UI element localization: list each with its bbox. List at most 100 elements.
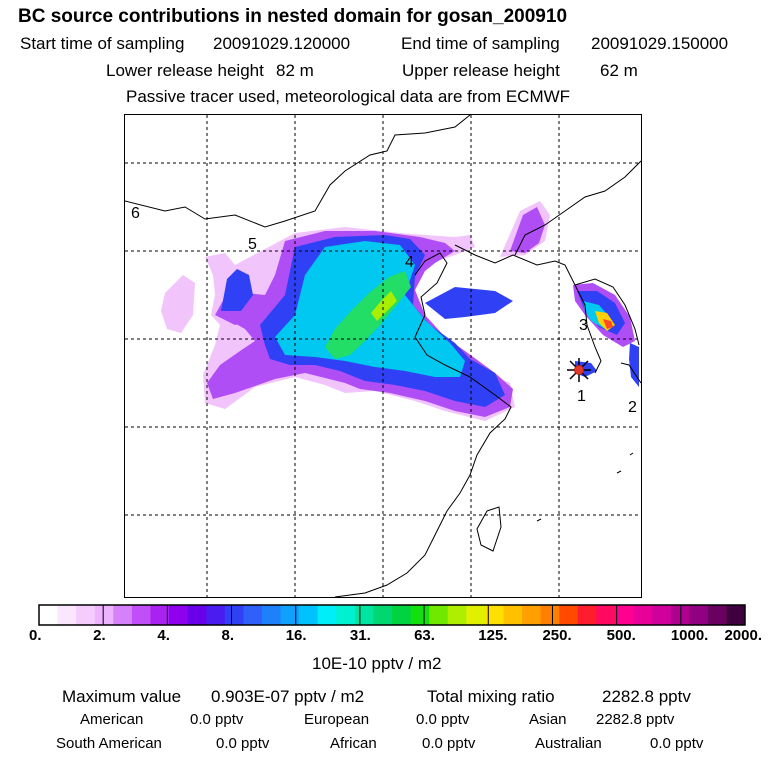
tracer-note: Passive tracer used, meteorological data… (126, 87, 571, 106)
region-name-asian: Asian (529, 711, 567, 728)
colorbar-swatch (261, 605, 282, 625)
coastline-taiwan (476, 506, 502, 552)
plume-east-strip (629, 343, 639, 387)
total-mixing-label: Total mixing ratio (427, 687, 555, 706)
colorbar-tick-label: 2. (93, 627, 106, 644)
coastlines (125, 115, 641, 597)
colorbar-swatch (113, 605, 133, 625)
colorbar-swatch (633, 605, 653, 625)
region-name-european: European (304, 711, 370, 728)
colorbar-tick-label: 31. (349, 627, 371, 644)
coastline-northeast (514, 160, 641, 256)
region-value-south-american: 0.0 pptv (216, 735, 270, 752)
colorbar (38, 604, 746, 626)
coastline-japan (620, 362, 641, 384)
upper-height-value: 62 m (600, 61, 638, 80)
colorbar-swatch (577, 605, 597, 625)
region-value-american: 0.0 pptv (190, 711, 244, 728)
colorbar-swatch (57, 605, 77, 625)
map-canvas: 1 2 3 4 5 6 (125, 115, 641, 597)
colorbar-swatch (243, 605, 263, 625)
plume-korea-core (603, 319, 613, 329)
coastline-korea-east (574, 278, 640, 346)
colorbar-swatch (689, 605, 709, 625)
max-value-label: Maximum value (62, 687, 182, 706)
colorbar-swatch (429, 605, 449, 625)
region-label-4: 4 (405, 254, 414, 271)
plume-mid-northeast (510, 207, 545, 253)
colorbar-swatch (726, 605, 746, 625)
colorbar-swatch (336, 605, 356, 625)
max-value: 0.903E-07 pptv / m2 (211, 687, 365, 706)
plume-left-lobe (161, 275, 195, 333)
region-value-european: 0.0 pptv (416, 711, 470, 728)
colorbar-swatch (466, 605, 486, 625)
colorbar-swatch (410, 605, 430, 625)
colorbar-tick-label: 4. (157, 627, 170, 644)
colorbar-swatch (317, 605, 337, 625)
lower-height-value: 82 m (276, 61, 314, 80)
colorbar-swatch (447, 605, 467, 625)
colorbar-swatch (39, 605, 59, 625)
colorbar-swatch (94, 605, 114, 625)
colorbar-swatch (670, 605, 690, 625)
coastline-china-korea (334, 252, 512, 597)
colorbar-tick-label: 125. (478, 627, 508, 644)
region-name-american: American (80, 711, 144, 728)
region-name-african: African (330, 735, 377, 752)
colorbar-swatch (76, 605, 96, 625)
colorbar-swatch (187, 605, 207, 625)
colorbar-tick-label: 0. (29, 627, 42, 644)
start-time-label: Start time of sampling (20, 34, 185, 53)
map-panel: 1 2 3 4 5 6 (124, 114, 642, 598)
colorbar-tick-label: 1000. (670, 627, 709, 644)
coastline-korea-west (574, 284, 602, 374)
plume-blue-left (221, 269, 253, 311)
receptor-star-marker (567, 358, 591, 382)
lower-height-label: Lower release height (106, 61, 264, 80)
colorbar-swatch (224, 605, 244, 625)
plot-title: BC source contributions in nested domain… (18, 6, 568, 27)
colorbar-swatch (392, 605, 412, 625)
colorbar-swatch (707, 605, 727, 625)
upper-height-label: Upper release height (402, 61, 560, 80)
colorbar-swatch (652, 605, 672, 625)
colorbar-swatch (559, 605, 579, 625)
region-value-australian: 0.0 pptv (650, 735, 704, 752)
colorbar-swatch (354, 605, 374, 625)
colorbar-swatch (299, 605, 319, 625)
total-mixing-value: 2282.8 pptv (602, 687, 691, 706)
start-time-value: 20091029.120000 (213, 34, 351, 53)
colorbar-units: 10E-10 pptv / m2 (312, 654, 442, 673)
gridlines (125, 115, 641, 597)
colorbar-swatch (596, 605, 616, 625)
colorbar-swatch (522, 605, 542, 625)
colorbar-tick-label: 250. (542, 627, 572, 644)
colorbar-swatch (131, 605, 151, 625)
region-label-5: 5 (248, 236, 257, 253)
end-time-label: End time of sampling (401, 34, 560, 53)
colorbar-tick-label: 500. (606, 627, 636, 644)
end-time-value: 20091029.150000 (591, 34, 729, 53)
coastline-bohai (454, 244, 576, 286)
colorbar-tick-label: 8. (221, 627, 235, 644)
colorbar-border (38, 604, 746, 626)
region-label-2: 2 (628, 399, 637, 416)
coastline-ryukyu (536, 452, 634, 522)
region-label-6: 6 (131, 205, 140, 222)
colorbar-swatch (206, 605, 226, 625)
region-label-3: 3 (579, 317, 588, 334)
coastline-mongolia-border (125, 115, 471, 228)
region-name-australian: Australian (535, 735, 602, 752)
colorbar-tick-label: 16. (285, 627, 307, 644)
concentration-plume (161, 201, 639, 421)
colorbar-swatch (169, 605, 189, 625)
region-value-african: 0.0 pptv (422, 735, 476, 752)
colorbar-tick-label: 2000. (724, 627, 762, 644)
colorbar-tick-label: 63. (414, 627, 435, 644)
region-label-1: 1 (577, 388, 586, 405)
colorbar-swatch (373, 605, 393, 625)
region-name-south-american: South American (56, 735, 162, 752)
colorbar-swatch (614, 605, 635, 625)
colorbar-swatch (484, 605, 504, 625)
